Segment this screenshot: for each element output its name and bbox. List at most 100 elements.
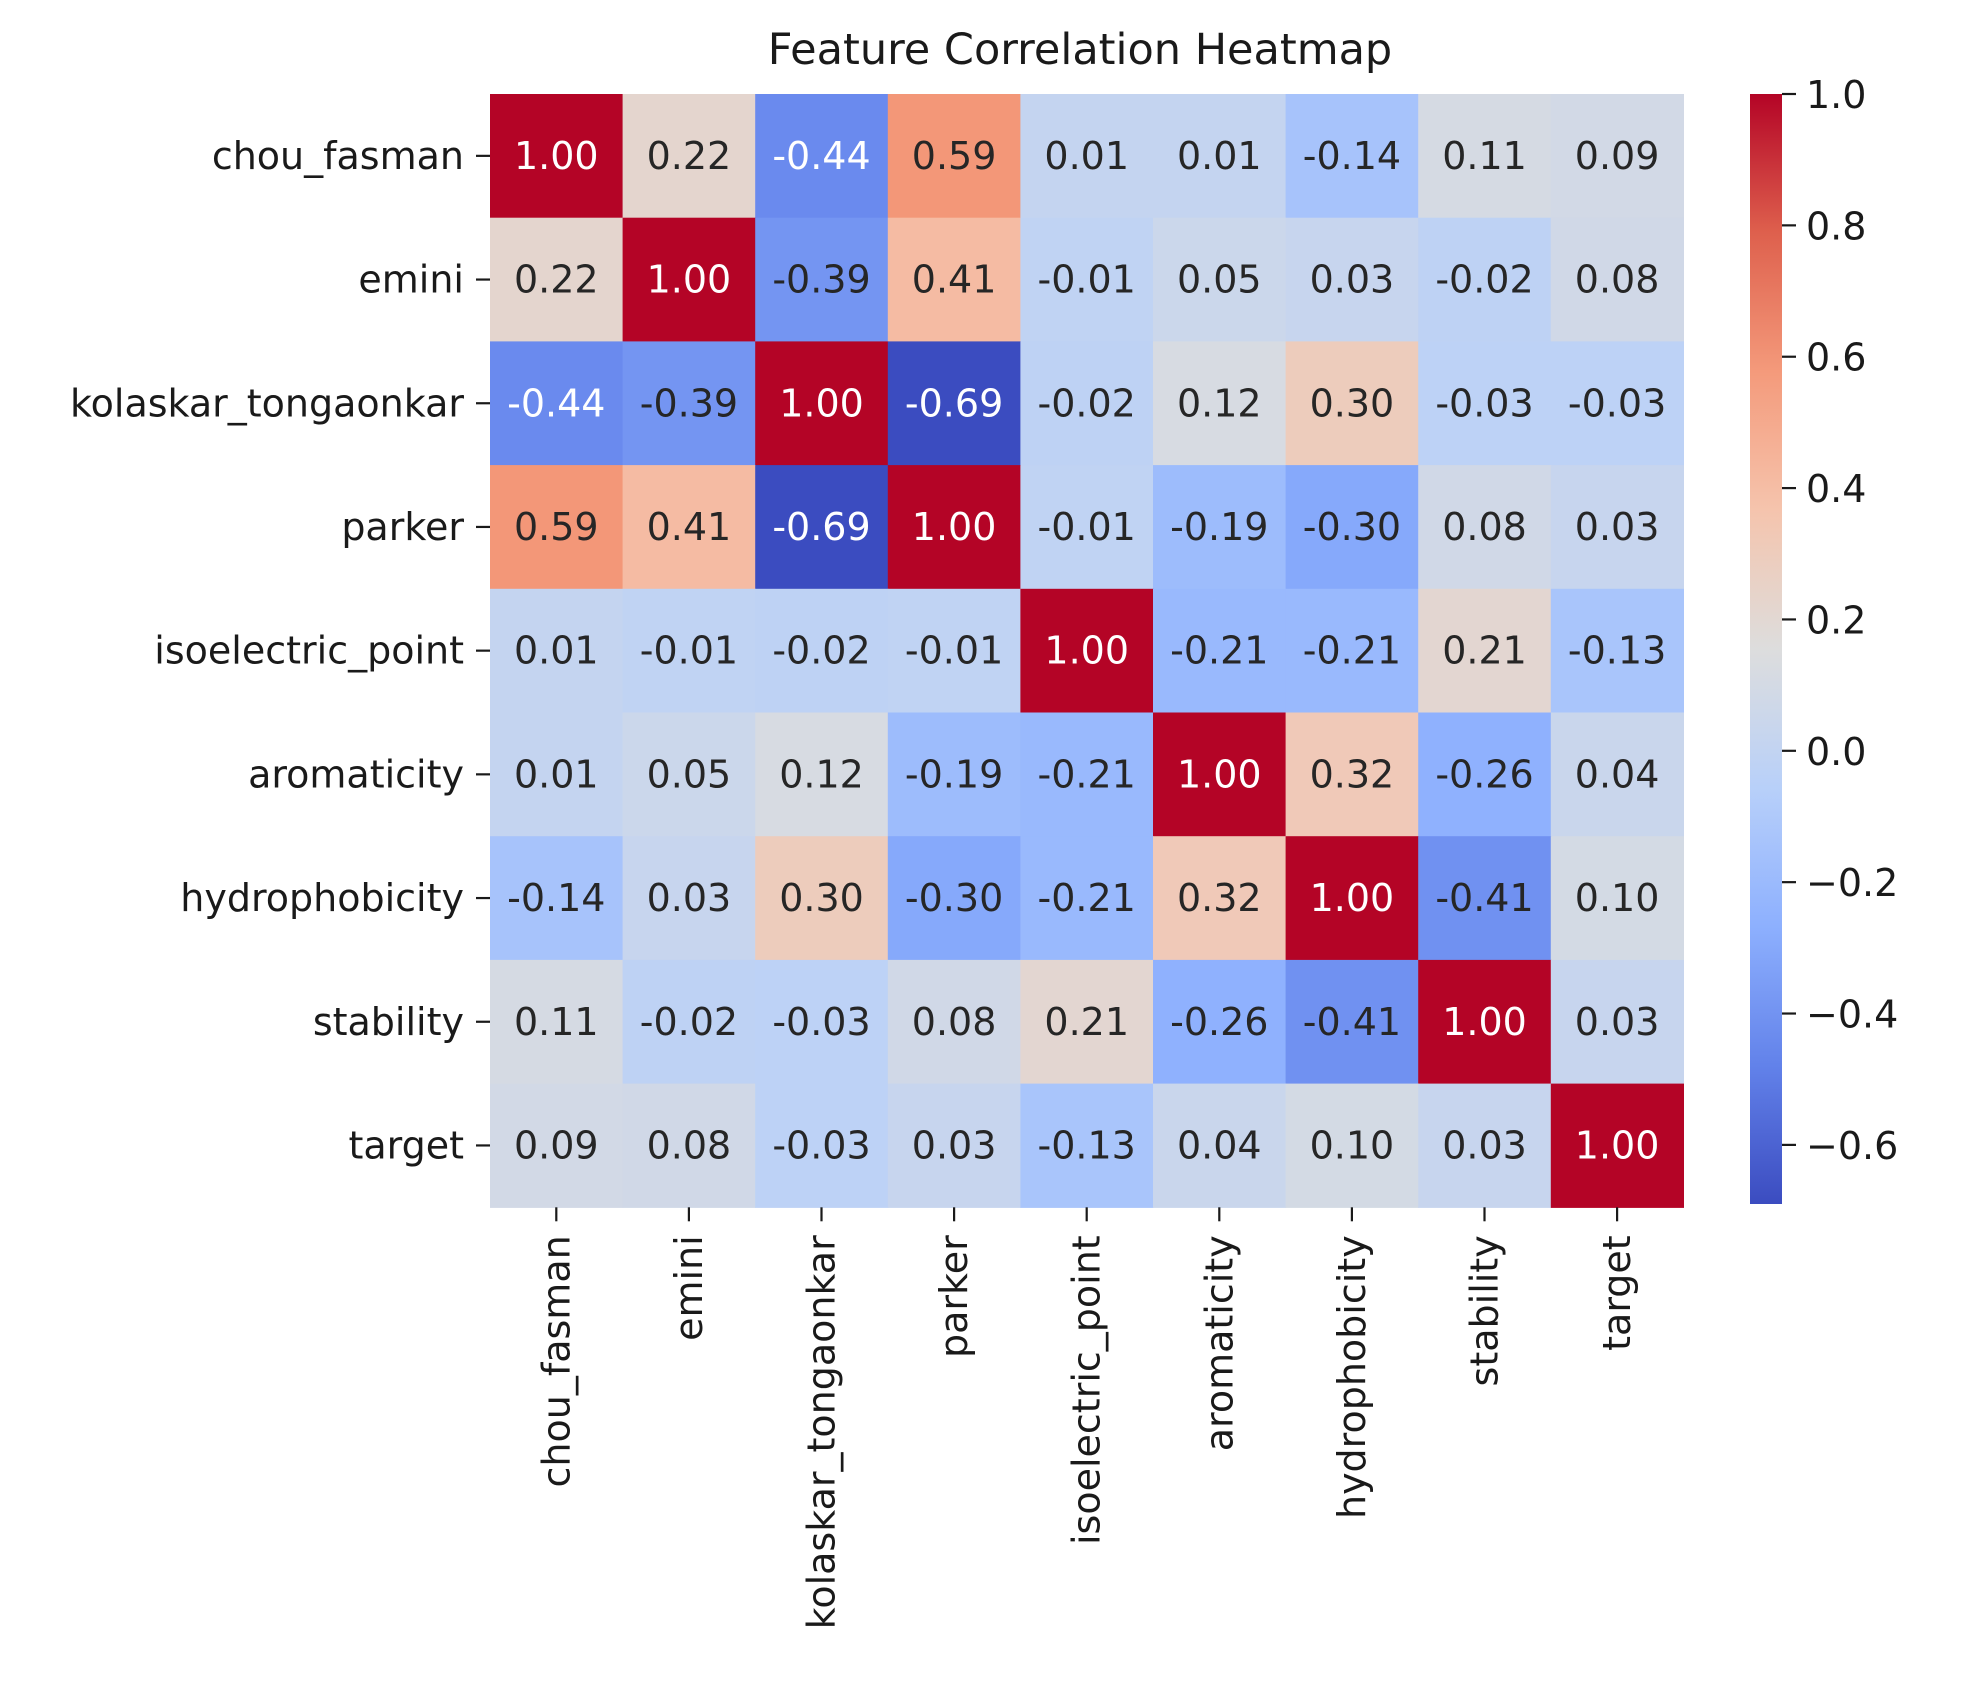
cell-value-label: 0.03	[912, 1123, 997, 1167]
cell-value-label: -0.03	[1568, 381, 1666, 425]
cell-value-label: -0.30	[905, 876, 1003, 920]
heatmap-cell	[755, 341, 889, 466]
heatmap-cell	[1550, 1083, 1684, 1208]
cell-value-label: 0.10	[1310, 1123, 1395, 1167]
cell-value-label: 1.00	[1575, 1123, 1660, 1167]
heatmap-cell	[1418, 1083, 1552, 1208]
heatmap-cell	[1550, 588, 1684, 714]
heatmap-cell	[490, 217, 624, 342]
heatmap-cell	[1020, 94, 1154, 219]
cell-value-label: 1.00	[647, 258, 732, 302]
heatmap-cell	[1285, 588, 1419, 714]
cell-value-label: 1.00	[1442, 1000, 1527, 1044]
cell-value-label: -0.69	[905, 381, 1003, 425]
cell-value-label: 1.00	[514, 134, 599, 178]
heatmap-cell	[1418, 465, 1552, 590]
x-tick-label: emini	[667, 1235, 711, 1341]
heatmap-cell	[1550, 836, 1684, 961]
cell-value-label: 0.08	[647, 1123, 732, 1167]
heatmap-cell	[1020, 588, 1154, 714]
cell-value-label: 0.04	[1177, 1123, 1262, 1167]
cell-value-label: 0.05	[647, 752, 732, 796]
cell-value-label: -0.19	[905, 752, 1003, 796]
y-tick-label: stability	[313, 1000, 464, 1044]
cell-value-label: -0.44	[772, 134, 870, 178]
cell-value-label: 0.09	[514, 1123, 599, 1167]
cell-value-label: -0.03	[1435, 381, 1533, 425]
cell-value-label: 0.03	[1575, 1000, 1660, 1044]
cell-value-label: -0.01	[640, 629, 738, 673]
heatmap-cell	[490, 588, 624, 714]
cell-value-label: 0.32	[1177, 876, 1262, 920]
heatmap-cell	[1418, 94, 1552, 219]
heatmap-cell	[490, 959, 624, 1085]
heatmap-cell	[887, 94, 1021, 219]
heatmap-cell	[1020, 341, 1154, 466]
heatmap-cell	[490, 465, 624, 590]
heatmap-cell	[887, 959, 1021, 1085]
cell-value-label: -0.21	[1303, 629, 1401, 673]
heatmap-cell	[1550, 217, 1684, 342]
cell-value-label: 0.41	[912, 258, 997, 302]
heatmap-cell	[887, 341, 1021, 466]
heatmap-cell	[755, 959, 889, 1085]
heatmap-cell	[755, 836, 889, 961]
cell-value-label: -0.03	[772, 1123, 870, 1167]
cell-value-label: -0.39	[640, 381, 738, 425]
cell-value-label: 0.08	[1442, 505, 1527, 549]
colorbar-tick-label: 0.4	[1806, 467, 1866, 511]
heatmap-cell	[887, 465, 1021, 590]
cell-value-label: 0.09	[1575, 134, 1660, 178]
heatmap-cell	[1153, 1083, 1287, 1208]
heatmap-cells	[490, 94, 1684, 1208]
heatmap-cell	[1153, 712, 1287, 837]
x-tick-label: isoelectric_point	[1065, 1235, 1109, 1545]
chart-title: Feature Correlation Heatmap	[768, 25, 1392, 75]
colorbar-tick-label: −0.6	[1806, 1124, 1898, 1168]
y-tick-label: target	[348, 1123, 464, 1167]
heatmap-cell	[1020, 959, 1154, 1085]
heatmap-cell	[490, 94, 624, 219]
heatmap-cell	[1285, 712, 1419, 837]
cell-value-label: 0.01	[1044, 134, 1129, 178]
x-tick-label: chou_fasman	[534, 1235, 578, 1487]
x-tick-label: target	[1595, 1235, 1639, 1351]
cell-value-label: 0.10	[1575, 876, 1660, 920]
colorbar-tick-label: −0.2	[1806, 861, 1898, 905]
cell-value-label: 1.00	[912, 505, 997, 549]
x-tick-label: stability	[1463, 1235, 1507, 1386]
colorbar-tick-label: 0.2	[1806, 598, 1866, 642]
heatmap-cell	[1285, 217, 1419, 342]
heatmap-cell	[1285, 465, 1419, 590]
x-axis: chou_fasman emini kolaskar_tongaonkar parke…	[534, 1207, 1639, 1629]
cell-value-label: -0.02	[1435, 258, 1533, 302]
heatmap-cell	[1020, 836, 1154, 961]
heatmap-cell	[622, 1083, 756, 1208]
cell-value-label: 0.03	[1575, 505, 1660, 549]
cell-value-label: -0.02	[1038, 381, 1136, 425]
heatmap-cell	[887, 217, 1021, 342]
cell-value-label: 0.03	[647, 876, 732, 920]
cell-value-label: 0.22	[647, 134, 732, 178]
cell-value-label: -0.26	[1170, 1000, 1268, 1044]
cell-value-label: 0.12	[1177, 381, 1262, 425]
heatmap-cell	[622, 217, 756, 342]
cell-value-label: -0.39	[772, 258, 870, 302]
heatmap-cell	[1020, 1083, 1154, 1208]
heatmap-cell	[1020, 465, 1154, 590]
heatmap-cell	[1020, 217, 1154, 342]
heatmap-cell	[1153, 94, 1287, 219]
cell-value-label: -0.02	[772, 629, 870, 673]
cell-value-label: 0.22	[514, 258, 599, 302]
y-tick-label: aromaticity	[248, 752, 464, 796]
cell-value-label: 0.21	[1442, 629, 1527, 673]
heatmap-cell	[622, 959, 756, 1085]
heatmap-cell	[755, 1083, 889, 1208]
cell-value-label: 1.00	[779, 381, 864, 425]
heatmap-cell	[1153, 588, 1287, 714]
x-tick-label: aromaticity	[1197, 1235, 1241, 1451]
heatmap-cell	[1418, 959, 1552, 1085]
heatmap-cell	[622, 465, 756, 590]
